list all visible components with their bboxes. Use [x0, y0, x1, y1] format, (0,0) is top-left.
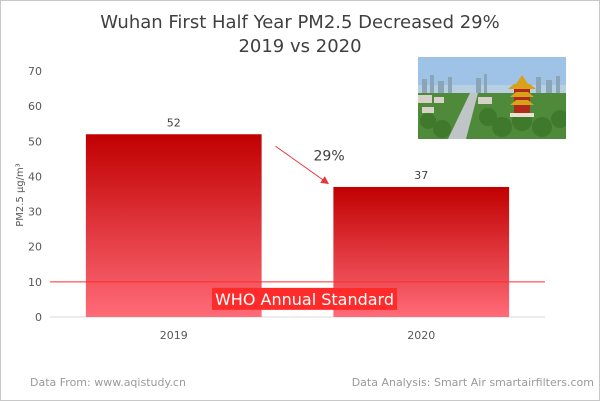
x-tick-label: 2019: [160, 329, 188, 342]
data-source: Data From: www.aqistudy.cn: [30, 376, 186, 389]
bar-2019: [85, 134, 262, 317]
who-standard-label: WHO Annual Standard: [215, 290, 394, 309]
bar-value-label: 37: [414, 169, 428, 182]
y-tick-label: 60: [28, 100, 42, 113]
decrease-percent-label: 29%: [314, 149, 345, 165]
bar-value-label: 52: [167, 116, 181, 129]
chart-title: Wuhan First Half Year PM2.5 Decreased 29…: [100, 12, 500, 33]
who-standard-label-bg: [211, 287, 398, 310]
data-analysis-credit: Data Analysis: Smart Air smartairfilters…: [351, 376, 594, 389]
y-tick-label: 40: [28, 170, 42, 183]
y-axis-label: PM2.5 μg/m³: [15, 163, 26, 227]
chart-subtitle: 2019 vs 2020: [238, 36, 362, 57]
y-tick-label: 30: [28, 206, 42, 219]
x-tick-label: 2020: [407, 329, 435, 342]
y-tick-label: 10: [28, 276, 42, 289]
y-tick-label: 20: [28, 241, 42, 254]
y-tick-label: 70: [28, 65, 42, 78]
decrease-arrow: [275, 145, 330, 185]
y-tick-label: 50: [28, 135, 42, 148]
wuhan-skyline-photo: [418, 57, 566, 139]
y-tick-label: 0: [35, 311, 42, 324]
